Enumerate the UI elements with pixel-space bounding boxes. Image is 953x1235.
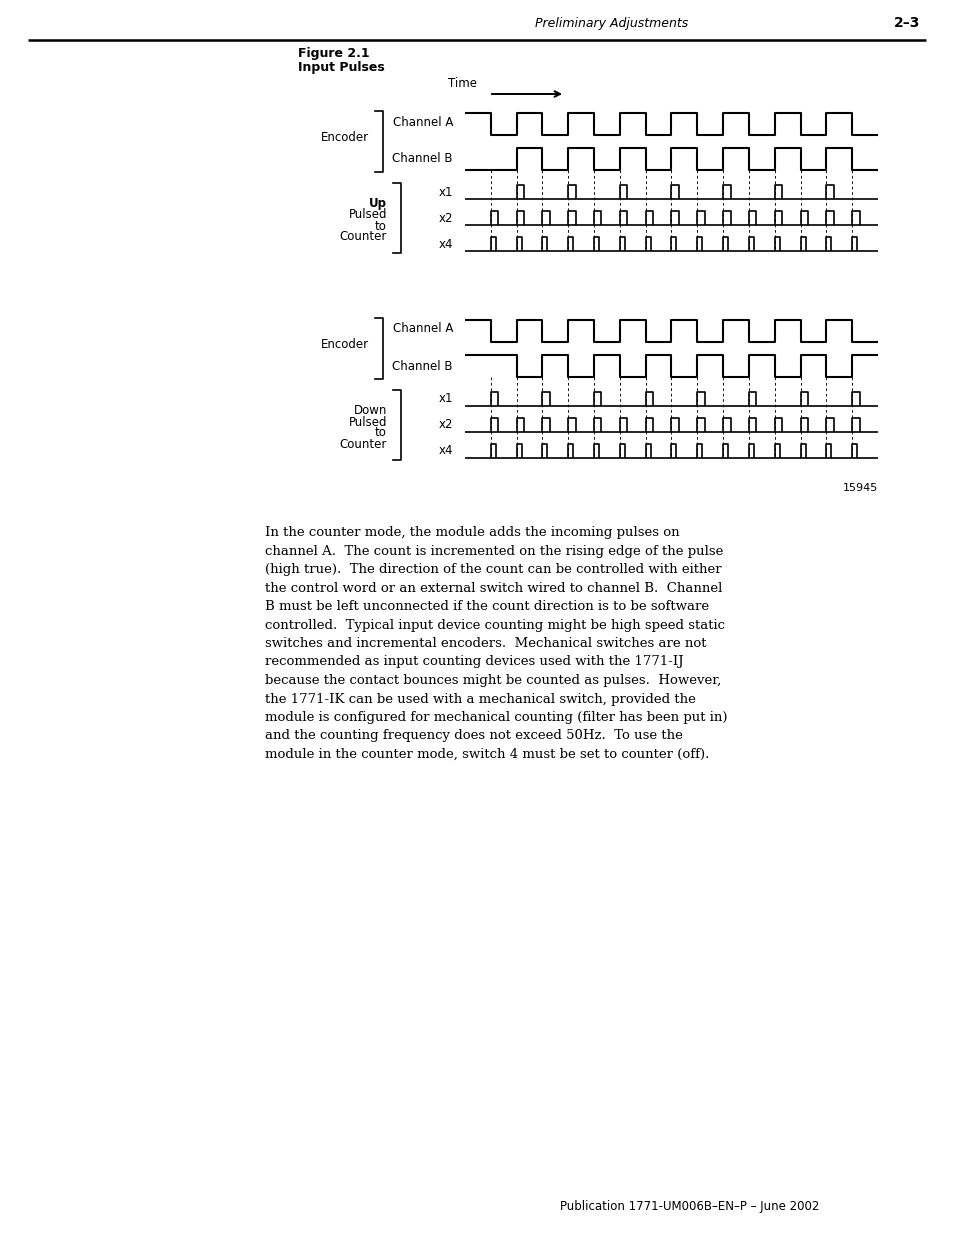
Text: module in the counter mode, switch 4 must be set to counter (off).: module in the counter mode, switch 4 mus… <box>265 748 709 761</box>
Text: the control word or an external switch wired to channel B.  Channel: the control word or an external switch w… <box>265 582 721 594</box>
Text: Channel A: Channel A <box>393 116 453 128</box>
Text: x1: x1 <box>438 185 453 199</box>
Text: Down: Down <box>354 405 387 417</box>
Text: Time: Time <box>448 77 476 90</box>
Text: x4: x4 <box>438 445 453 457</box>
Text: x2: x2 <box>438 419 453 431</box>
Text: switches and incremental encoders.  Mechanical switches are not: switches and incremental encoders. Mecha… <box>265 637 706 650</box>
Text: Counter: Counter <box>339 437 387 451</box>
Text: Channel B: Channel B <box>392 359 453 373</box>
Text: to: to <box>375 220 387 232</box>
Text: Encoder: Encoder <box>320 131 369 144</box>
Text: x4: x4 <box>438 237 453 251</box>
Text: B must be left unconnected if the count direction is to be software: B must be left unconnected if the count … <box>265 600 708 613</box>
Text: Pulsed: Pulsed <box>348 209 387 221</box>
Text: 15945: 15945 <box>841 483 877 493</box>
Text: Channel B: Channel B <box>392 152 453 165</box>
Text: In the counter mode, the module adds the incoming pulses on: In the counter mode, the module adds the… <box>265 526 679 538</box>
Text: to: to <box>375 426 387 440</box>
Text: Channel A: Channel A <box>393 322 453 336</box>
Text: (high true).  The direction of the count can be controlled with either: (high true). The direction of the count … <box>265 563 720 576</box>
Text: Input Pulses: Input Pulses <box>297 61 384 74</box>
Text: Publication 1771-UM006B–EN–P – June 2002: Publication 1771-UM006B–EN–P – June 2002 <box>559 1200 819 1213</box>
Text: channel A.  The count is incremented on the rising edge of the pulse: channel A. The count is incremented on t… <box>265 545 722 557</box>
Text: the 1771-IK can be used with a mechanical switch, provided the: the 1771-IK can be used with a mechanica… <box>265 693 695 705</box>
Text: recommended as input counting devices used with the 1771-IJ: recommended as input counting devices us… <box>265 656 683 668</box>
Text: x1: x1 <box>438 393 453 405</box>
Text: Encoder: Encoder <box>320 338 369 351</box>
Text: and the counting frequency does not exceed 50Hz.  To use the: and the counting frequency does not exce… <box>265 730 682 742</box>
Text: Preliminary Adjustments: Preliminary Adjustments <box>535 17 688 30</box>
Text: 2–3: 2–3 <box>893 16 919 30</box>
Text: Counter: Counter <box>339 231 387 243</box>
Text: Figure 2.1: Figure 2.1 <box>297 47 369 61</box>
Text: because the contact bounces might be counted as pulses.  However,: because the contact bounces might be cou… <box>265 674 720 687</box>
Text: Up: Up <box>369 198 387 210</box>
Text: module is configured for mechanical counting (filter has been put in): module is configured for mechanical coun… <box>265 711 727 724</box>
Text: x2: x2 <box>438 211 453 225</box>
Text: Pulsed: Pulsed <box>348 415 387 429</box>
Text: controlled.  Typical input device counting might be high speed static: controlled. Typical input device countin… <box>265 619 724 631</box>
